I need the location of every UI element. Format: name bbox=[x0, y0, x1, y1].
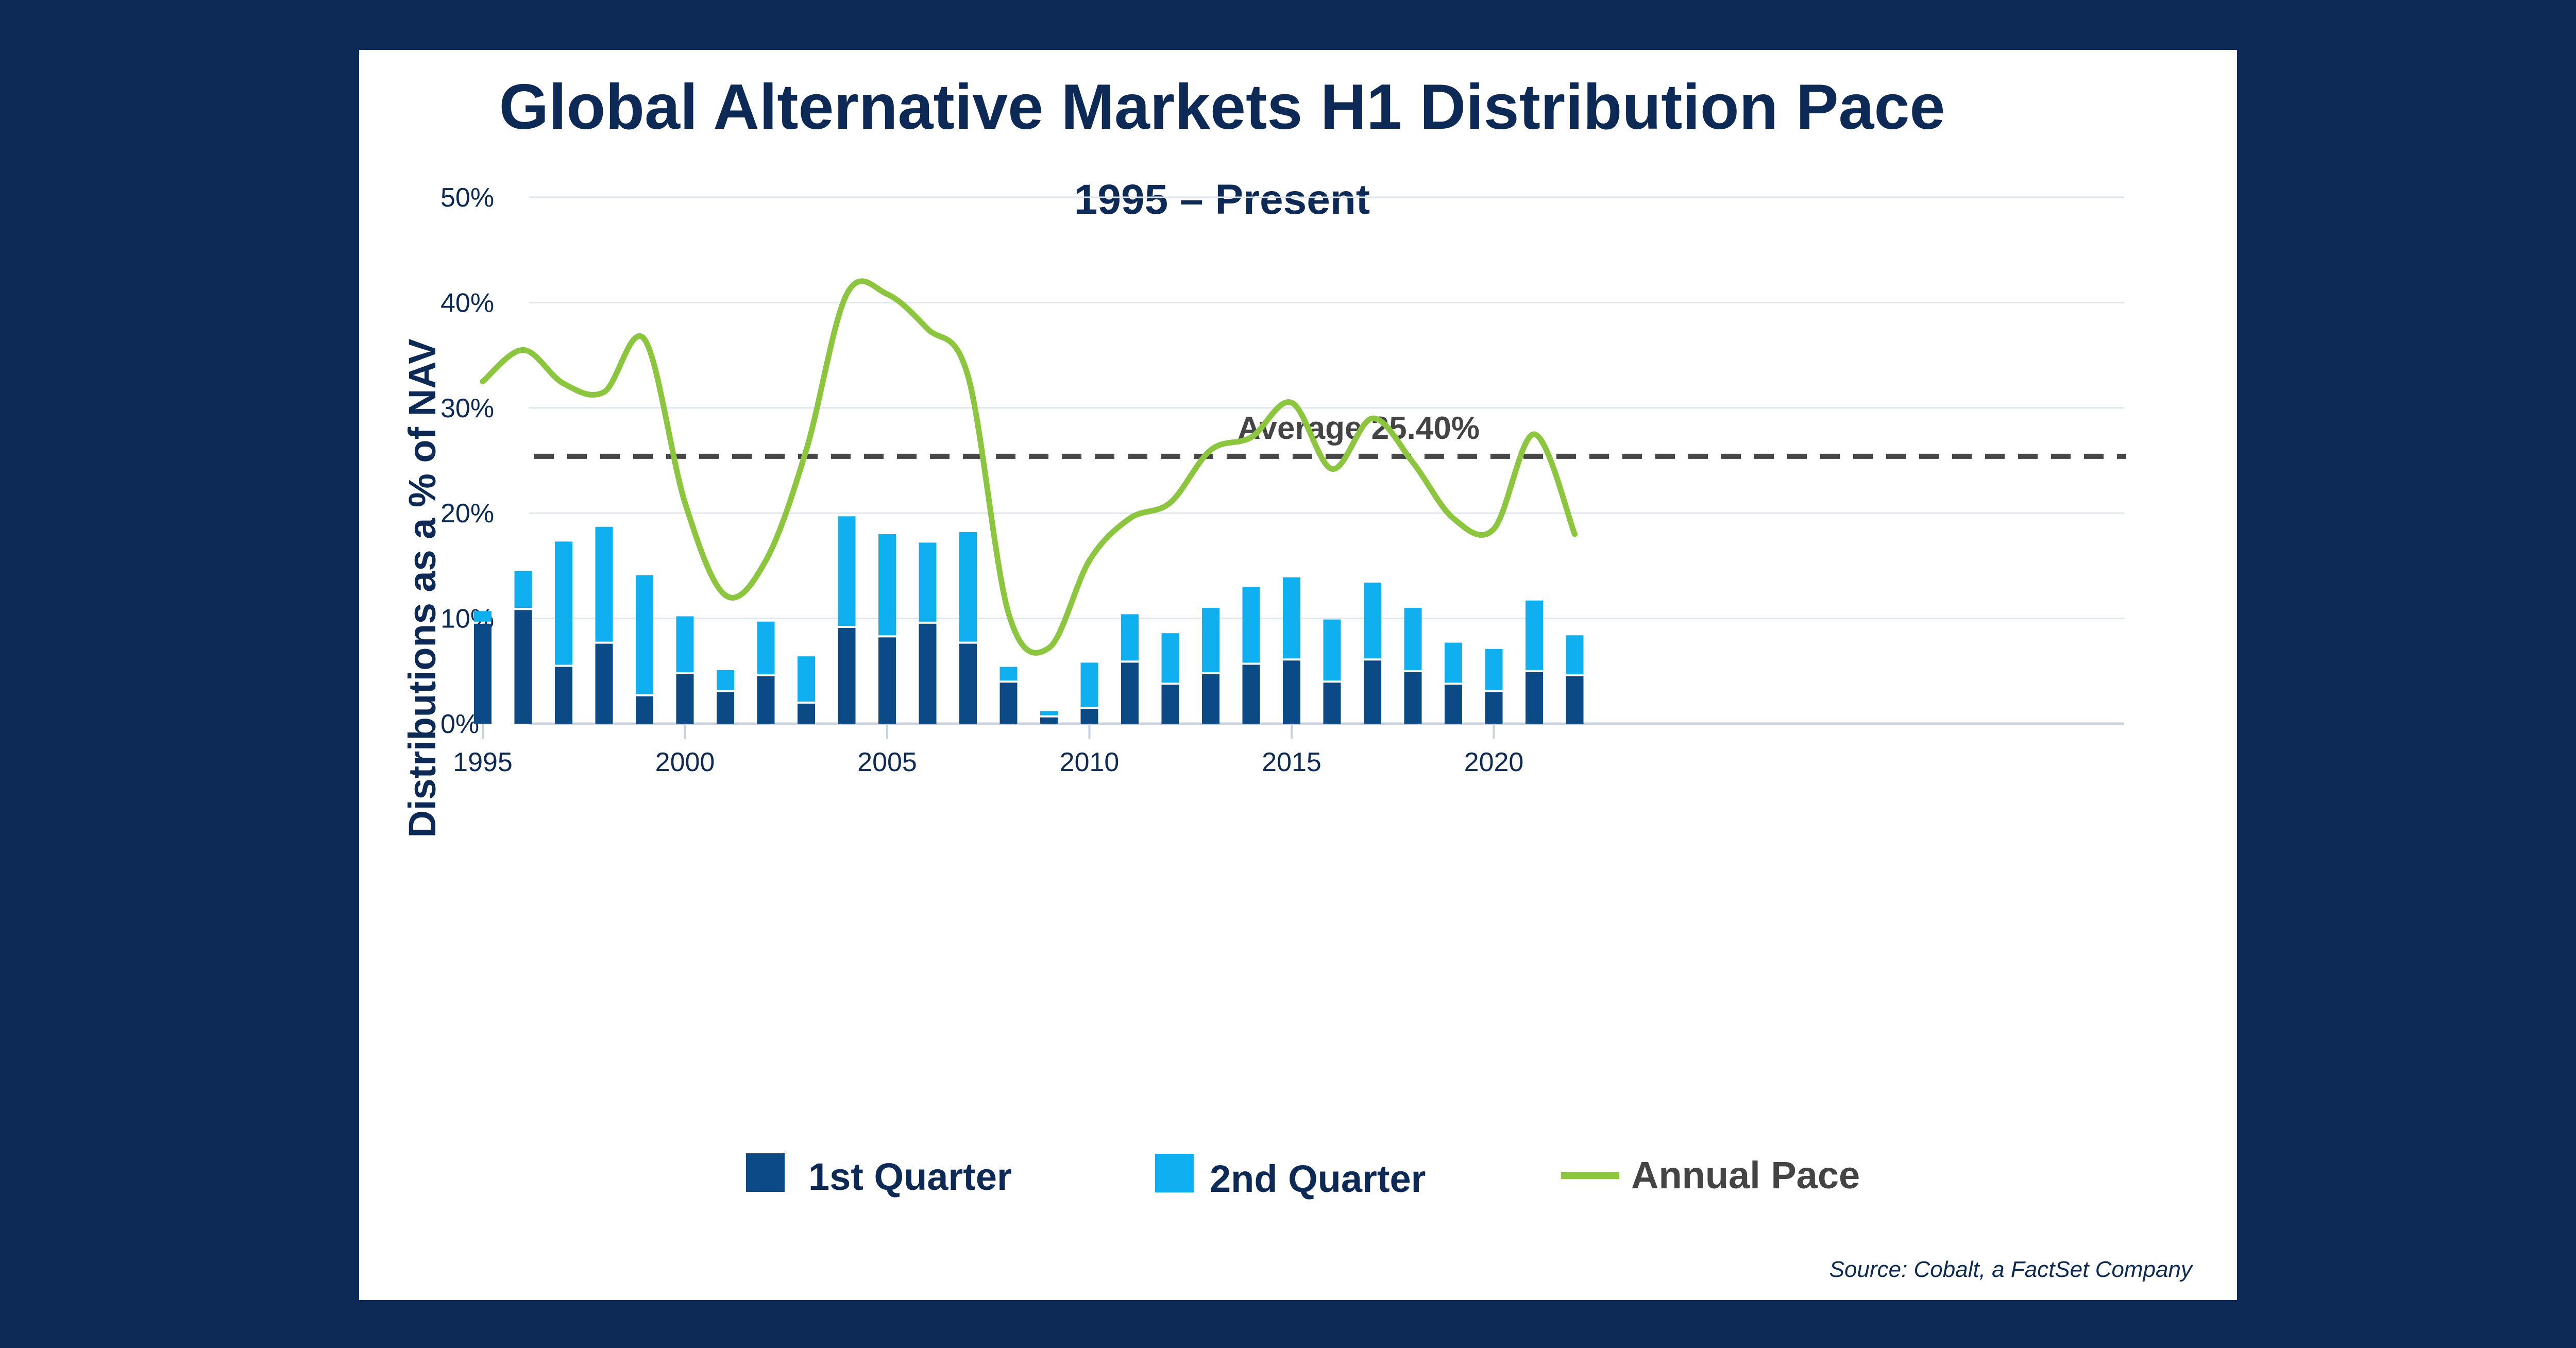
bar-1st-quarter bbox=[1364, 660, 1381, 724]
bar-1st-quarter bbox=[1323, 682, 1341, 724]
bar-2nd-quarter bbox=[1566, 635, 1584, 675]
bar-1st-quarter bbox=[636, 696, 653, 724]
bar-1st-quarter bbox=[1242, 664, 1260, 724]
bar-1st-quarter bbox=[1080, 709, 1098, 724]
legend-swatch-2nd-quarter bbox=[1155, 1154, 1194, 1192]
bar-1st-quarter bbox=[1566, 676, 1584, 724]
gridlines bbox=[529, 196, 2124, 725]
bar-1st-quarter bbox=[1445, 685, 1462, 724]
bar-1st-quarter bbox=[1526, 672, 1543, 724]
x-axis-ticks: 1995 2000 2005 2010 2015 2020 bbox=[453, 724, 1523, 777]
bar-1st-quarter bbox=[717, 692, 734, 724]
y-tick-label: 30% bbox=[440, 394, 494, 423]
bar-2nd-quarter bbox=[1323, 619, 1341, 681]
bar-2nd-quarter bbox=[1526, 600, 1543, 670]
bar-1st-quarter bbox=[595, 643, 613, 724]
bar-1st-quarter bbox=[474, 623, 492, 724]
bar-1st-quarter bbox=[999, 682, 1018, 724]
bar-1st-quarter bbox=[838, 627, 856, 724]
bar-2nd-quarter bbox=[1364, 583, 1381, 659]
bar-1st-quarter bbox=[959, 643, 977, 724]
annual-pace-line bbox=[480, 278, 1578, 656]
bar-2nd-quarter bbox=[514, 571, 532, 608]
bar-2nd-quarter bbox=[1040, 711, 1058, 715]
legend-label-1st-quarter: 1st Quarter bbox=[808, 1155, 1012, 1198]
bar-1st-quarter bbox=[798, 704, 815, 724]
bar-2nd-quarter bbox=[757, 621, 775, 675]
annual-pace-line-group bbox=[480, 278, 1578, 656]
bar-2nd-quarter bbox=[1485, 649, 1503, 690]
bar-2nd-quarter bbox=[1161, 633, 1179, 683]
bar-2nd-quarter bbox=[1202, 608, 1219, 672]
bar-1st-quarter bbox=[1202, 674, 1219, 724]
y-tick-label: 0% bbox=[440, 709, 479, 739]
bar-2nd-quarter bbox=[878, 534, 896, 636]
bar-2nd-quarter bbox=[595, 526, 613, 642]
bar-1st-quarter bbox=[555, 667, 572, 724]
bar-1st-quarter bbox=[919, 623, 937, 724]
bar-1st-quarter bbox=[514, 610, 532, 724]
bar-1st-quarter bbox=[1404, 672, 1422, 724]
y-tick-label: 20% bbox=[440, 499, 494, 528]
bar-1st-quarter bbox=[1283, 660, 1300, 724]
bar-1st-quarter bbox=[1485, 692, 1503, 724]
bar-1st-quarter bbox=[1121, 662, 1139, 724]
x-tick-label: 1995 bbox=[453, 747, 513, 777]
chart: Global Alternative Markets H1 Distributi… bbox=[401, 72, 2194, 1282]
y-tick-label: 40% bbox=[440, 288, 494, 318]
legend-label-2nd-quarter: 2nd Quarter bbox=[1210, 1157, 1426, 1200]
bar-2nd-quarter bbox=[717, 670, 734, 690]
bar-2nd-quarter bbox=[1445, 642, 1462, 683]
x-tick-label: 2010 bbox=[1060, 747, 1120, 777]
bar-2nd-quarter bbox=[1404, 608, 1422, 670]
bar-2nd-quarter bbox=[636, 575, 653, 694]
bar-1st-quarter bbox=[757, 676, 775, 724]
chart-card: Global Alternative Markets H1 Distributi… bbox=[359, 50, 2237, 1300]
legend-swatch-1st-quarter bbox=[746, 1153, 785, 1192]
x-tick-label: 2005 bbox=[857, 747, 917, 777]
chart-title: Global Alternative Markets H1 Distributi… bbox=[499, 72, 1945, 143]
legend-label-annual-pace: Annual Pace bbox=[1631, 1154, 1860, 1197]
bar-1st-quarter bbox=[676, 674, 694, 724]
y-tick-label: 50% bbox=[440, 183, 494, 213]
bar-2nd-quarter bbox=[919, 542, 937, 622]
bar-2nd-quarter bbox=[798, 656, 815, 702]
y-axis-ticks: 0%10%20%30%40%50% bbox=[440, 183, 494, 739]
bar-2nd-quarter bbox=[555, 541, 572, 665]
bar-1st-quarter bbox=[1040, 717, 1058, 724]
bar-2nd-quarter bbox=[474, 611, 492, 622]
bar-1st-quarter bbox=[1161, 685, 1179, 724]
bar-2nd-quarter bbox=[959, 532, 977, 642]
bar-2nd-quarter bbox=[1283, 577, 1300, 659]
chart-subtitle: 1995 – Present bbox=[1074, 176, 1370, 223]
legend: 1st Quarter 2nd Quarter Annual Pace bbox=[746, 1153, 1860, 1200]
bar-2nd-quarter bbox=[999, 667, 1018, 681]
bars bbox=[474, 516, 1584, 724]
average-line-group: Average 25.40% bbox=[534, 411, 2126, 459]
bar-2nd-quarter bbox=[1121, 614, 1139, 661]
y-axis-label: Distributions as a % of NAV bbox=[401, 339, 444, 838]
bar-2nd-quarter bbox=[676, 616, 694, 672]
x-tick-label: 2020 bbox=[1464, 747, 1524, 777]
x-tick-label: 2015 bbox=[1262, 747, 1321, 777]
bar-2nd-quarter bbox=[838, 516, 856, 626]
x-tick-label: 2000 bbox=[655, 747, 715, 777]
bar-2nd-quarter bbox=[1242, 587, 1260, 663]
bar-2nd-quarter bbox=[1080, 662, 1098, 707]
source-note: Source: Cobalt, a FactSet Company bbox=[1829, 1257, 2194, 1282]
bar-1st-quarter bbox=[878, 637, 896, 724]
